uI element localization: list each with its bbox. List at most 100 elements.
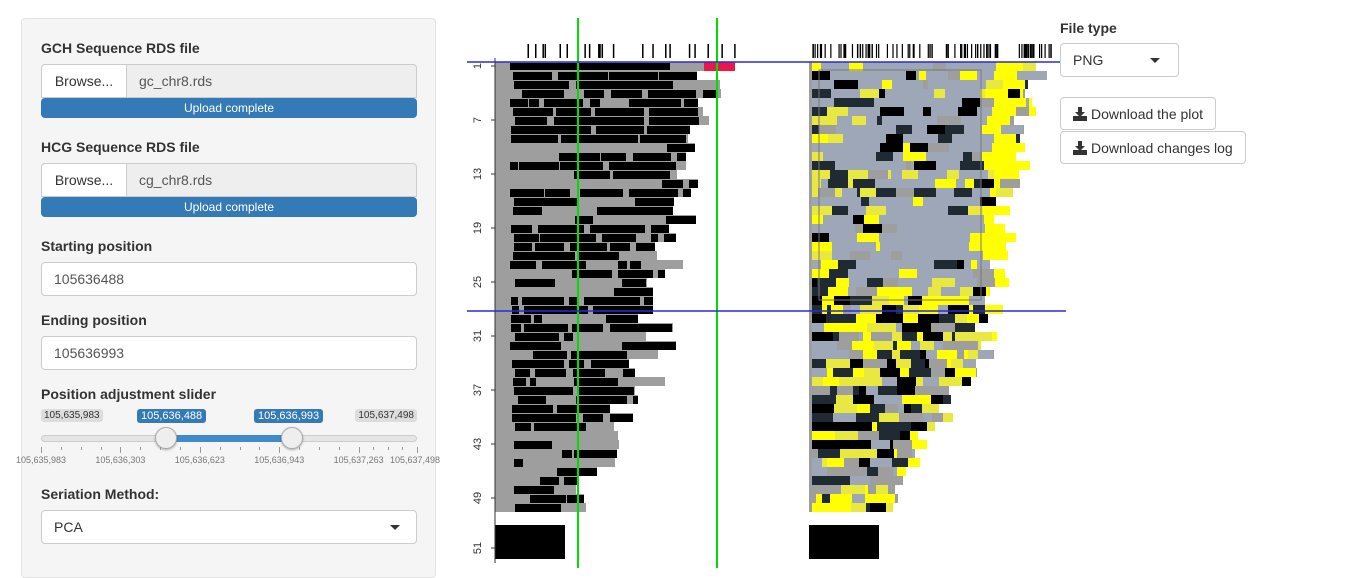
heatmap-cell: [877, 116, 882, 125]
site-marker: [912, 44, 914, 58]
heatmap-row: [495, 314, 638, 323]
heatmap-cell: [921, 323, 931, 332]
heatmap-cell: [925, 359, 929, 368]
file-type-select[interactable]: PNG: [1060, 43, 1179, 77]
heatmap-cell: [529, 99, 539, 107]
heatmap-cell: [857, 404, 870, 413]
seriation-select[interactable]: PCA: [41, 510, 417, 544]
heatmap-cell: [1029, 107, 1032, 116]
heatmap-cell: [812, 323, 824, 332]
site-marker: [975, 44, 977, 58]
gch-browse-button[interactable]: Browse...: [42, 65, 127, 97]
heatmap-cell: [609, 162, 629, 170]
heatmap-cell: [943, 341, 963, 350]
heatmap-cell: [812, 494, 816, 503]
heatmap-cell: [1000, 179, 1020, 188]
site-marker: [878, 44, 880, 58]
heatmap-cell: [893, 467, 897, 476]
heatmap-cell: [812, 170, 830, 179]
heatmap-cell: [610, 324, 672, 332]
heatmap-cell: [835, 476, 850, 485]
heatmap-cell: [812, 332, 833, 341]
slider-to-handle[interactable]: [280, 427, 303, 449]
gch-file-input[interactable]: Browse... gc_chr8.rds: [41, 64, 417, 98]
heatmap-cell: [574, 378, 618, 386]
heatmap-cell: [852, 116, 866, 125]
heatmap-cell: [577, 252, 619, 260]
site-marker: [961, 44, 963, 58]
end-position-input[interactable]: 105636993: [41, 336, 417, 370]
hcg-browse-button[interactable]: Browse...: [42, 164, 127, 196]
hcg-file-input[interactable]: Browse... cg_chr8.rds: [41, 163, 417, 197]
file-type-value: PNG: [1073, 52, 1104, 68]
heatmap-cell: [915, 233, 926, 242]
heatmap-cell: [610, 243, 630, 251]
slider-from-label: 105,636,488: [137, 409, 207, 423]
heatmap-cell: [892, 80, 900, 89]
heatmap-cell: [899, 269, 917, 278]
heatmap-row: [495, 197, 674, 206]
hcg-upload-progress: Upload complete: [41, 197, 417, 217]
site-marker: [997, 44, 999, 58]
heatmap-cell: [861, 197, 869, 206]
heatmap-cell: [818, 449, 840, 458]
heatmap-cell: [1003, 80, 1008, 89]
heatmap-cell: [994, 269, 1005, 278]
site-marker: [977, 44, 979, 58]
heatmap-row: [495, 206, 673, 215]
heatmap-cell: [902, 251, 925, 260]
heatmap-cell: [848, 170, 868, 179]
heatmap-cell: [936, 188, 954, 197]
heatmap-cell: [812, 242, 832, 251]
heatmap-cell: [832, 251, 841, 260]
heatmap-cell: [871, 332, 892, 341]
heatmap-cell: [567, 495, 584, 503]
heatmap-cell: [629, 99, 681, 107]
heatmap-row: [495, 179, 698, 188]
heatmap-cell: [916, 377, 923, 386]
heatmap-cell: [927, 134, 938, 143]
heatmap-cell: [926, 170, 931, 179]
heatmap-cell: [955, 332, 979, 341]
heatmap-cell: [902, 197, 913, 206]
heatmap-cell: [887, 359, 896, 368]
download-plot-button[interactable]: Download the plot: [1060, 97, 1217, 130]
heatmap-cell: [851, 503, 866, 512]
heatmap-cell: [978, 350, 993, 359]
slider-from-handle[interactable]: [155, 427, 178, 449]
heatmap-cell: [812, 440, 836, 449]
heatmap-cell: [912, 224, 930, 233]
heatmap-cell: [936, 224, 944, 233]
heatmap-cell: [853, 179, 875, 188]
heatmap-cell: [879, 89, 885, 98]
heatmap-cell: [519, 162, 559, 170]
slider-minor-tick: [387, 447, 389, 450]
heatmap-cell: [854, 152, 876, 161]
heatmap-cell: [882, 224, 897, 233]
slider-minor-tick: [299, 447, 301, 450]
heatmap-cell: [855, 224, 863, 233]
heatmap-cell: [911, 422, 927, 431]
site-marker: [988, 44, 990, 58]
heatmap-cell: [885, 458, 892, 467]
site-marker: [830, 44, 832, 58]
heatmap-cell: [822, 80, 834, 89]
heatmap-cell: [944, 224, 963, 233]
heatmap-cell: [510, 342, 561, 350]
heatmap-cell: [962, 98, 980, 107]
position-slider[interactable]: 105,635,983 105,637,498 105,636,488 105,…: [16, 405, 440, 465]
heatmap-cell: [834, 80, 858, 89]
start-position-input[interactable]: 105636488: [41, 262, 417, 296]
heatmap-cell: [889, 71, 906, 80]
heatmap-cell: [984, 161, 1008, 170]
heatmap-cell: [949, 143, 952, 152]
heatmap-cell: [972, 143, 992, 152]
download-log-button[interactable]: Download changes log: [1060, 131, 1246, 164]
heatmap-cell: [899, 206, 920, 215]
heatmap-cell: [884, 161, 906, 170]
heatmap-cell: [895, 89, 914, 98]
heatmap-cell: [812, 386, 830, 395]
heatmap-cell: [535, 369, 566, 377]
heatmap-cell: [863, 350, 877, 359]
heatmap-cell: [515, 369, 530, 377]
